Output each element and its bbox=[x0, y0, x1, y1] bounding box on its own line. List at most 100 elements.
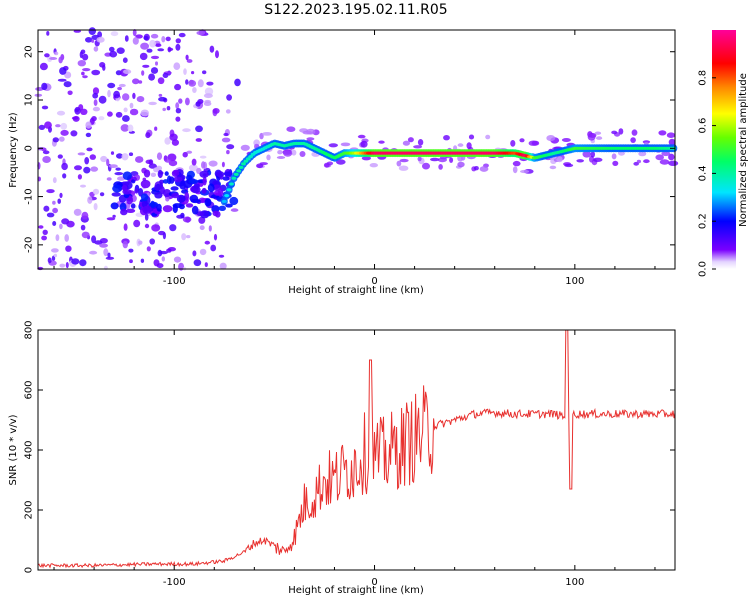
heatmap-cell bbox=[83, 166, 91, 174]
heatmap-cell bbox=[510, 140, 516, 147]
heatmap-cell bbox=[136, 96, 145, 103]
heatmap-cell bbox=[592, 157, 603, 162]
heatmap-cell bbox=[326, 161, 334, 166]
heatmap-cell bbox=[77, 60, 87, 67]
colorbar: 0.0 0.2 0.4 0.6 0.8 Normalized spectral ampl… bbox=[698, 30, 749, 277]
heatmap-cell bbox=[129, 108, 139, 116]
heatmap-cell bbox=[197, 79, 204, 88]
heatmap-cell bbox=[219, 262, 227, 270]
heatmap-cell bbox=[155, 61, 158, 66]
heatmap-cell bbox=[103, 248, 109, 257]
heatmap-cell bbox=[173, 62, 181, 70]
heatmap-cell bbox=[79, 51, 83, 59]
heatmap-cell bbox=[77, 152, 86, 156]
snr-frame bbox=[37, 329, 676, 571]
heatmap-cell bbox=[185, 54, 189, 61]
heatmap-cell bbox=[80, 184, 86, 188]
heatmap-cell bbox=[171, 139, 179, 146]
heatmap-cell bbox=[123, 107, 128, 113]
heatmap-cell bbox=[520, 169, 530, 174]
heatmap-cell bbox=[212, 108, 220, 114]
heatmap-cell bbox=[328, 143, 338, 148]
heatmap-cell bbox=[438, 164, 443, 170]
heatmap-cell bbox=[357, 134, 366, 139]
heatmap-cell bbox=[399, 158, 409, 163]
heatmap-cell bbox=[123, 223, 128, 231]
heatmap-cell bbox=[73, 208, 82, 216]
heatmap-cell bbox=[107, 89, 111, 98]
snr-axes: -100 0 100 0 200 400 600 800 bbox=[24, 320, 675, 588]
heatmap-cell bbox=[150, 200, 155, 209]
snr-xtick-label: 100 bbox=[565, 577, 584, 588]
heatmap-cell bbox=[106, 217, 116, 221]
heatmap-cell bbox=[93, 46, 99, 52]
trace-core bbox=[231, 176, 237, 180]
heatmap-cell bbox=[146, 246, 151, 252]
heatmap-cell bbox=[661, 151, 671, 157]
heatmap-cell bbox=[668, 138, 676, 146]
heatmap-cell bbox=[473, 166, 479, 171]
heatmap-cell bbox=[396, 160, 402, 167]
heatmap-cell bbox=[55, 234, 60, 242]
trace-core bbox=[245, 157, 251, 161]
heatmap-cell bbox=[144, 223, 150, 229]
heatmap-cell bbox=[204, 262, 208, 267]
heatmap-cell bbox=[42, 150, 50, 155]
heatmap-cell bbox=[77, 174, 82, 180]
heatmap-cell bbox=[340, 142, 351, 147]
heatmap-cell bbox=[59, 67, 67, 75]
heatmap-cell bbox=[46, 189, 55, 194]
heatmap-cell bbox=[611, 153, 617, 160]
heatmap-cell bbox=[123, 69, 132, 75]
heatmap-cell bbox=[556, 156, 563, 163]
snr-ytick-label: 400 bbox=[24, 440, 35, 459]
heatmap-cell bbox=[587, 133, 596, 141]
heatmap-cell bbox=[140, 42, 150, 50]
heatmap-cell bbox=[92, 188, 100, 195]
heatmap-cell bbox=[154, 184, 162, 191]
heatmap-cell bbox=[561, 138, 571, 142]
heatmap-cell bbox=[306, 137, 315, 141]
heatmap-cell bbox=[175, 43, 181, 51]
heatmap-cell bbox=[188, 179, 199, 184]
heatmap-cell bbox=[528, 140, 538, 146]
heatmap-cell bbox=[225, 203, 233, 208]
colorbar-tick-label: 0.8 bbox=[698, 70, 709, 86]
heatmap-cell bbox=[286, 126, 296, 132]
heatmap-cell bbox=[207, 183, 215, 193]
heatmap-cell bbox=[97, 31, 102, 39]
heatmap-cell bbox=[153, 259, 160, 267]
heatmap-cell bbox=[611, 130, 618, 135]
heatmap-cell bbox=[56, 110, 66, 116]
heatmap-cell bbox=[54, 51, 59, 56]
heatmap-cell bbox=[199, 170, 209, 178]
heatmap-cell bbox=[468, 134, 475, 140]
heatmap-cell bbox=[121, 153, 129, 161]
heatmap-cell bbox=[262, 132, 272, 136]
heatmap-cell bbox=[149, 39, 157, 48]
heatmap-cell bbox=[46, 31, 50, 36]
heatmap-cell bbox=[378, 140, 385, 144]
heatmap-cell bbox=[63, 81, 72, 88]
heatmap-cell bbox=[74, 106, 81, 115]
heatmap-cell bbox=[199, 225, 205, 231]
heatmap-cell bbox=[91, 235, 97, 244]
heatmap-cell bbox=[91, 39, 95, 43]
heatmap-cell bbox=[630, 137, 636, 144]
colorbar-tick-label: 0.6 bbox=[698, 118, 709, 134]
heatmap-cell bbox=[192, 250, 197, 257]
heatmap-cell bbox=[140, 179, 151, 189]
heatmap-cell bbox=[173, 256, 182, 263]
heatmap-cell bbox=[62, 173, 67, 179]
heatmap-cell bbox=[157, 169, 163, 179]
heatmap-cell bbox=[223, 132, 229, 137]
heatmap-cell bbox=[150, 55, 160, 60]
heatmap-cell bbox=[195, 125, 203, 133]
heatmap-cell bbox=[173, 176, 183, 183]
heatmap-cell bbox=[191, 205, 199, 215]
heatmap-cell bbox=[157, 77, 165, 85]
heatmap-cell bbox=[115, 167, 121, 171]
heatmap-cell bbox=[134, 188, 139, 194]
heatmap-cell bbox=[153, 167, 160, 173]
heatmap-cell bbox=[98, 95, 107, 104]
